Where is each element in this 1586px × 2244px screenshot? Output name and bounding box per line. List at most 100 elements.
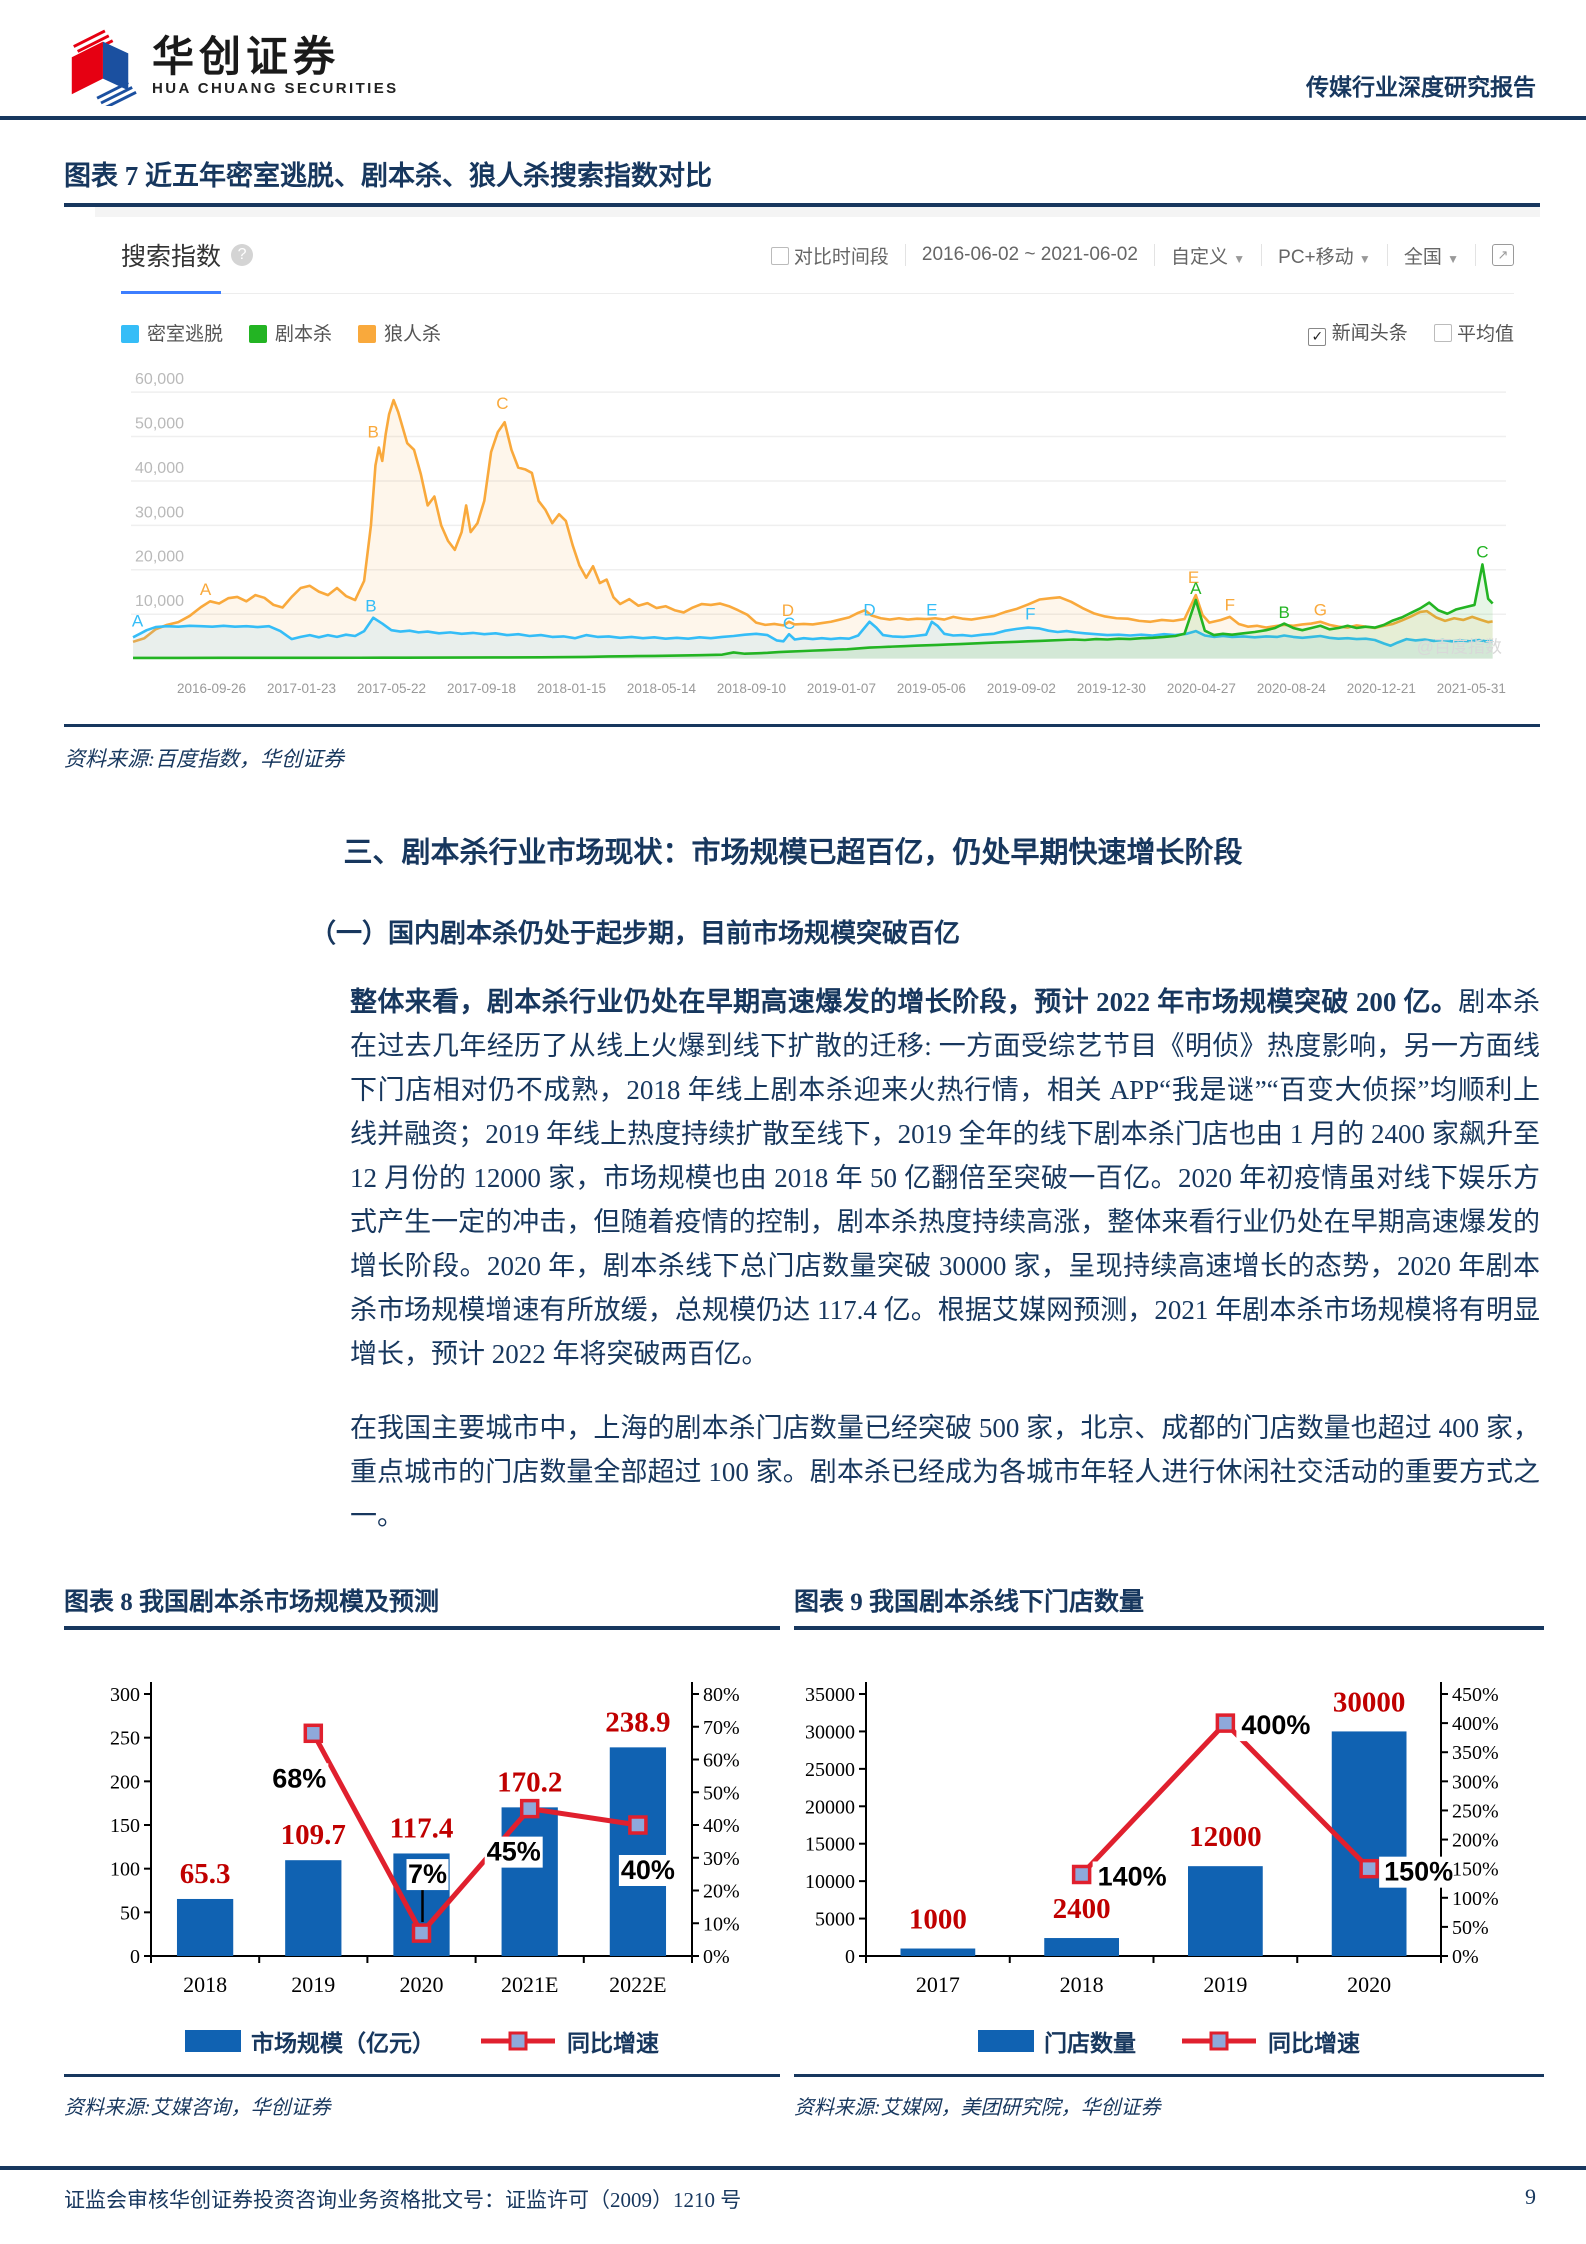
figure9-source: 资料来源:艾媒网，美团研究院，华创证券 xyxy=(794,2096,1161,2119)
bar-swatch xyxy=(978,2029,1034,2052)
paragraph-1-lead: 整体来看，剧本杀行业仍处在早期高速爆发的增长阶段，预计 2022 年市场规模突破… xyxy=(350,986,1459,1017)
figure8: 图表 8 我国剧本杀市场规模及预测 0 50 100 150 200 250 300 0% 10… xyxy=(64,1582,780,2120)
x-tick: 2020-08-24 xyxy=(1256,680,1326,696)
divider xyxy=(1261,244,1263,266)
device-label: PC+移动 xyxy=(1278,246,1354,268)
help-icon[interactable]: ? xyxy=(231,244,254,266)
figure7-caption: 图表 7 近五年密室逃脱、剧本杀、狼人杀搜索指数对比 xyxy=(64,161,712,191)
x-tick: 2019-09-02 xyxy=(986,680,1056,696)
widget-controls: 对比时间段 2016-06-02 ~ 2021-06-02 自定义 ▼ PC+移… xyxy=(770,242,1514,269)
svg-text:50%: 50% xyxy=(703,1782,740,1804)
svg-text:109.7: 109.7 xyxy=(281,1819,346,1851)
bar-swatch xyxy=(185,2029,241,2052)
x-tick: 2018-05-14 xyxy=(626,680,696,696)
svg-text:40%: 40% xyxy=(621,1855,675,1885)
baidu-index-widget: 搜索指数 ? 对比时间段 2016-06-02 ~ 2021-06-02 自定义… xyxy=(95,207,1540,712)
svg-text:0: 0 xyxy=(130,1946,140,1968)
footer-rule xyxy=(0,2166,1586,2170)
figure9-bottom-rule xyxy=(794,2073,1544,2077)
page-number: 9 xyxy=(1525,2184,1536,2209)
svg-text:30000: 30000 xyxy=(805,1721,855,1743)
svg-text:140%: 140% xyxy=(1098,1861,1167,1891)
x-tick: 2020-12-21 xyxy=(1346,680,1416,696)
svg-text:B: B xyxy=(1279,603,1290,622)
paragraph-1-rest: 剧本杀在过去几年经历了从线上火爆到线下扩散的迁移: 一方面受综艺节目《明侦》热度… xyxy=(350,986,1541,1369)
svg-text:D: D xyxy=(863,601,875,620)
svg-text:68%: 68% xyxy=(272,1763,326,1793)
news-headlines-checkbox[interactable]: ✓ 新闻头条 xyxy=(1308,318,1408,346)
svg-text:10,000: 10,000 xyxy=(135,592,184,610)
svg-text:45%: 45% xyxy=(487,1836,541,1866)
legend-line-item: 同比增速 xyxy=(479,2024,659,2058)
svg-text:450%: 450% xyxy=(1452,1684,1499,1706)
figure7-bottom-rule xyxy=(64,723,1540,727)
tab-search-index[interactable]: 搜索指数 ? xyxy=(121,237,254,273)
svg-text:2017: 2017 xyxy=(916,1972,960,1997)
legend-swatch xyxy=(358,324,377,343)
svg-text:250%: 250% xyxy=(1452,1800,1499,1822)
svg-text:B: B xyxy=(365,597,376,616)
svg-text:A: A xyxy=(132,612,144,631)
custom-range-dropdown[interactable]: 自定义 ▼ xyxy=(1171,242,1245,269)
divider xyxy=(904,244,906,266)
svg-text:0: 0 xyxy=(845,1946,855,1968)
average-checkbox[interactable]: 平均值 xyxy=(1433,319,1514,346)
report-type-label: 传媒行业深度研究报告 xyxy=(1306,75,1536,100)
svg-text:C: C xyxy=(1476,542,1488,561)
x-tick: 2017-01-23 xyxy=(266,680,337,696)
figure8-caption: 图表 8 我国剧本杀市场规模及预测 xyxy=(64,1588,440,1616)
figure7-caption-rule xyxy=(64,203,1540,207)
svg-text:0%: 0% xyxy=(1452,1946,1479,1968)
svg-text:20,000: 20,000 xyxy=(135,548,184,566)
svg-text:300%: 300% xyxy=(1452,1771,1499,1793)
svg-text:C: C xyxy=(496,394,508,413)
section-heading: 三、剧本杀行业市场现状：市场规模已超百亿，仍处早期快速增长阶段 xyxy=(343,836,1243,869)
x-tick: 2018-09-10 xyxy=(716,680,786,696)
svg-text:200: 200 xyxy=(110,1771,140,1793)
figure7-source: 资料来源:百度指数，华创证券 xyxy=(64,746,344,771)
legend-item-script-murder: 剧本杀 xyxy=(249,319,332,346)
date-range-value[interactable]: 2016-06-02 ~ 2021-06-02 xyxy=(921,244,1138,265)
region-dropdown[interactable]: 全国 ▼ xyxy=(1404,242,1459,269)
svg-text:350%: 350% xyxy=(1452,1742,1499,1764)
figure8-source: 资料来源:艾媒咨询，华创证券 xyxy=(64,2096,331,2119)
figure8-bottom-rule xyxy=(64,2073,780,2077)
x-tick: 2017-05-22 xyxy=(356,680,427,696)
svg-text:2019: 2019 xyxy=(1203,1972,1247,1997)
line-marker-icon xyxy=(1182,2031,1256,2051)
svg-text:2022E: 2022E xyxy=(609,1972,666,1997)
svg-text:400%: 400% xyxy=(1452,1713,1499,1735)
svg-text:238.9: 238.9 xyxy=(605,1706,670,1738)
checkbox-icon xyxy=(770,246,789,265)
svg-text:170.2: 170.2 xyxy=(497,1766,562,1798)
svg-text:2018: 2018 xyxy=(183,1972,227,1997)
logo-name-cn: 华创证券 xyxy=(152,33,341,81)
svg-text:E: E xyxy=(926,601,937,620)
device-dropdown[interactable]: PC+移动 ▼ xyxy=(1278,242,1371,269)
svg-text:20%: 20% xyxy=(703,1880,740,1902)
search-index-chart[interactable]: 10,00020,00030,00040,00050,00060,000ABCD… xyxy=(121,358,1514,679)
market-size-chart: 0 50 100 150 200 250 300 0% 10% 20% 30% 40% 50% 60% 70… xyxy=(110,1681,740,1997)
svg-text:F: F xyxy=(1225,596,1235,615)
svg-text:A: A xyxy=(200,580,212,599)
legend-line-item: 同比增速 xyxy=(1180,2024,1360,2058)
svg-text:2400: 2400 xyxy=(1053,1893,1111,1925)
logo-cube-icon xyxy=(71,29,137,106)
compare-period-checkbox[interactable]: 对比时间段 xyxy=(770,242,889,269)
store-count-chart: 0 5000 10000 15000 20000 25000 30000 35000 0% 50%… xyxy=(805,1681,1499,1997)
chevron-down-icon: ▼ xyxy=(1358,251,1371,266)
logo-text: 华创证券 HUA CHUANG SECURITIES xyxy=(152,33,399,97)
svg-text:50: 50 xyxy=(120,1902,140,1924)
paragraph-2: 在我国主要城市中，上海的剧本杀门店数量已经突破 500 家，北京、成都的门店数量… xyxy=(350,1412,1540,1531)
svg-text:400%: 400% xyxy=(1241,1710,1310,1740)
x-axis-labels: 2016-09-26 2017-01-23 2017-05-22 2017-09-18… xyxy=(121,679,1514,696)
divider xyxy=(1386,244,1388,266)
svg-text:60,000: 60,000 xyxy=(135,370,184,388)
svg-text:65.3: 65.3 xyxy=(180,1858,231,1890)
svg-text:250: 250 xyxy=(110,1727,140,1749)
svg-text:50,000: 50,000 xyxy=(135,414,184,432)
header-rule xyxy=(0,116,1586,120)
legend-bar-item: 门店数量 xyxy=(978,2024,1136,2058)
export-icon[interactable]: ↗ xyxy=(1492,244,1514,266)
checked-icon: ✓ xyxy=(1308,328,1327,346)
